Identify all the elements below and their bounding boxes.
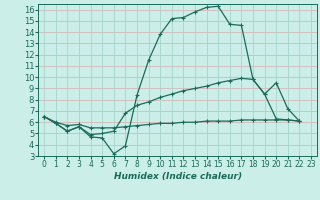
X-axis label: Humidex (Indice chaleur): Humidex (Indice chaleur) [114, 172, 242, 181]
